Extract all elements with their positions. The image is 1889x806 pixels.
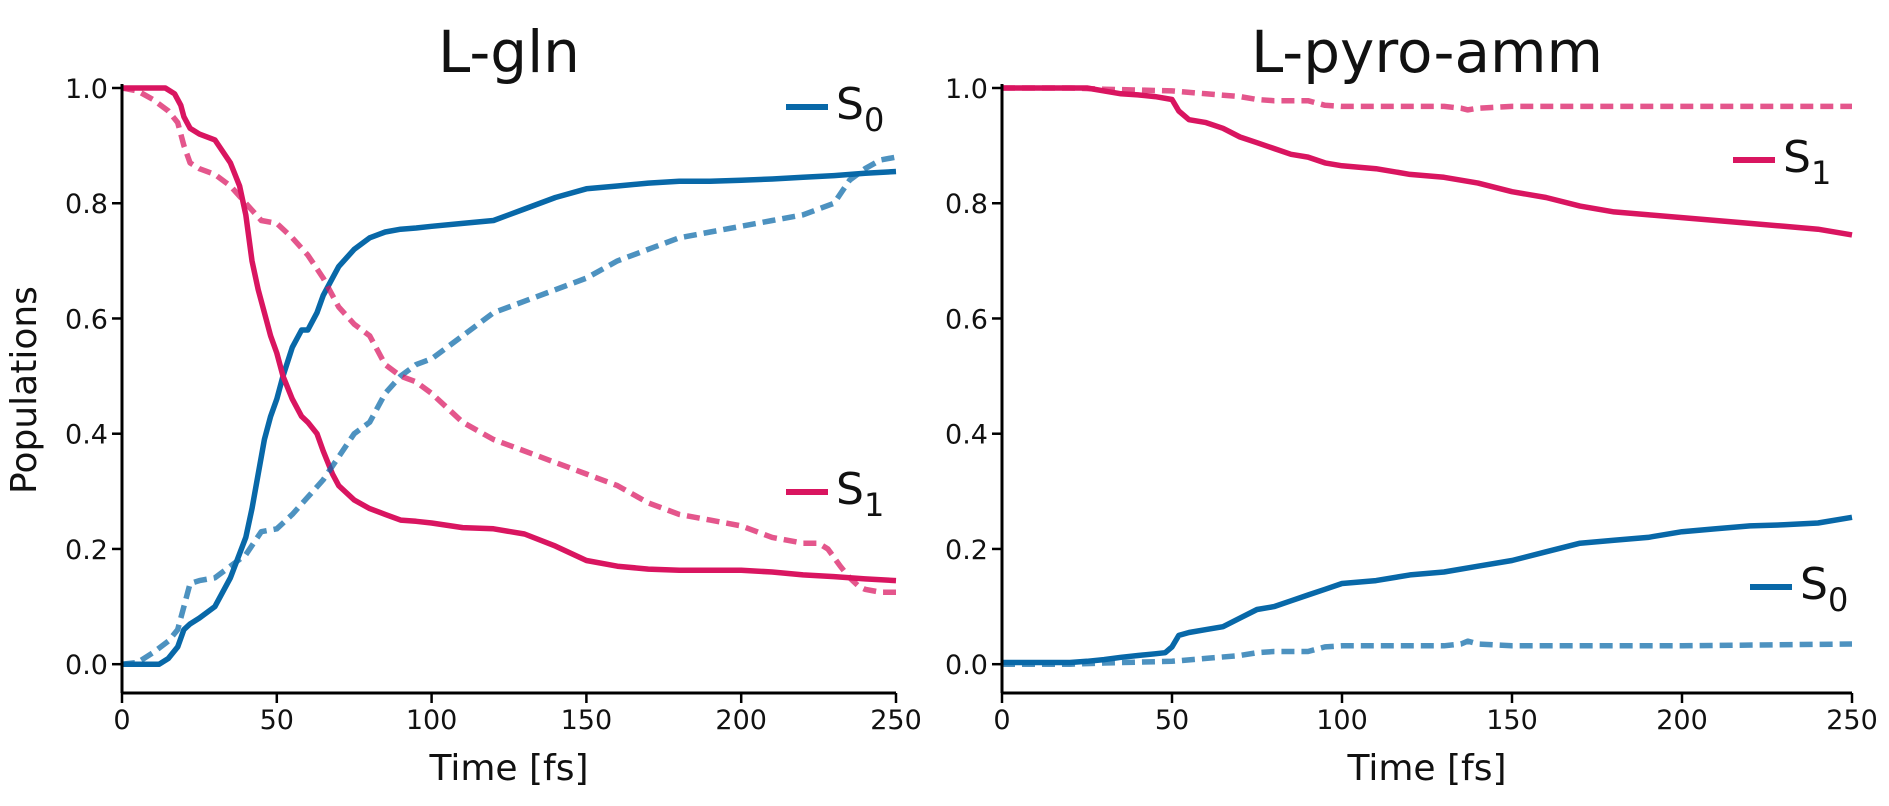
legend-subscript: 1 xyxy=(1811,154,1831,192)
x-tick-label: 0 xyxy=(993,705,1010,736)
y-axis-label: Populations xyxy=(4,286,45,494)
y-tick-label: 0.2 xyxy=(945,535,988,566)
legend-label: S0 xyxy=(836,79,884,139)
y-tick-label: 0.4 xyxy=(65,420,108,451)
legend-entry-s1: S1 xyxy=(1733,132,1831,192)
y-tick-label: 1.0 xyxy=(65,74,108,105)
chart-title: L-gln xyxy=(438,18,580,86)
legend-label: S0 xyxy=(1800,559,1848,619)
legend-subscript: 0 xyxy=(864,101,884,139)
x-tick-label: 150 xyxy=(561,705,613,736)
y-tick-label: 0.0 xyxy=(65,650,108,681)
x-tick-label: 150 xyxy=(1486,705,1538,736)
legend-label: S1 xyxy=(836,464,884,524)
y-tick-label: 1.0 xyxy=(945,74,988,105)
x-tick-label: 200 xyxy=(1656,705,1708,736)
x-tick-label: 50 xyxy=(1155,705,1189,736)
y-tick-label: 0.2 xyxy=(65,535,108,566)
series-line-s1-dashed xyxy=(1002,85,1852,113)
chart-panel-l-pyro-amm: L-pyro-amm 0.0 0.2 0.4 0.6 0.8 1.0 0 50 100 150 200… xyxy=(945,18,1878,789)
x-tick-label: 0 xyxy=(113,705,130,736)
x-tick-label: 250 xyxy=(1826,705,1878,736)
legend-entry-s0: S0 xyxy=(1750,559,1848,619)
series-line-s1-solid xyxy=(1002,85,1853,238)
x-tick-label: 50 xyxy=(260,705,294,736)
chart-title: L-pyro-amm xyxy=(1251,18,1603,86)
chart-panel-l-gln: L-gln 0.0 0.2 0.4 0.6 0.8 1.0 0 50 100 150 200 250 Ti… xyxy=(65,18,922,789)
y-tick-label: 0.4 xyxy=(945,420,988,451)
legend-subscript: 1 xyxy=(864,486,884,524)
x-tick-label: 100 xyxy=(1316,705,1368,736)
y-tick-label: 0.6 xyxy=(65,304,108,335)
legend-entry-s1: S1 xyxy=(786,464,884,524)
x-axis-label: Time [fs] xyxy=(1346,748,1506,789)
series-line-s0-dashed xyxy=(121,154,897,667)
legend-label: S1 xyxy=(1783,132,1831,192)
y-tick-label: 0.0 xyxy=(945,650,988,681)
y-tick-label: 0.6 xyxy=(945,304,988,335)
legend-subscript: 0 xyxy=(1828,581,1848,619)
x-tick-label: 100 xyxy=(406,705,458,736)
series-line-s1-dashed xyxy=(121,85,896,595)
series-line-s1-solid xyxy=(122,85,897,584)
x-axis-label: Time [fs] xyxy=(428,748,588,789)
legend-entry-s0: S0 xyxy=(786,79,884,139)
series-line-s0-dashed xyxy=(1002,638,1853,667)
series-line-s0-solid xyxy=(1002,514,1853,666)
y-tick-label: 0.8 xyxy=(945,189,988,220)
y-tick-label: 0.8 xyxy=(65,189,108,220)
series-line-s0-solid xyxy=(122,168,897,667)
x-tick-label: 200 xyxy=(715,705,767,736)
x-tick-label: 250 xyxy=(870,705,922,736)
